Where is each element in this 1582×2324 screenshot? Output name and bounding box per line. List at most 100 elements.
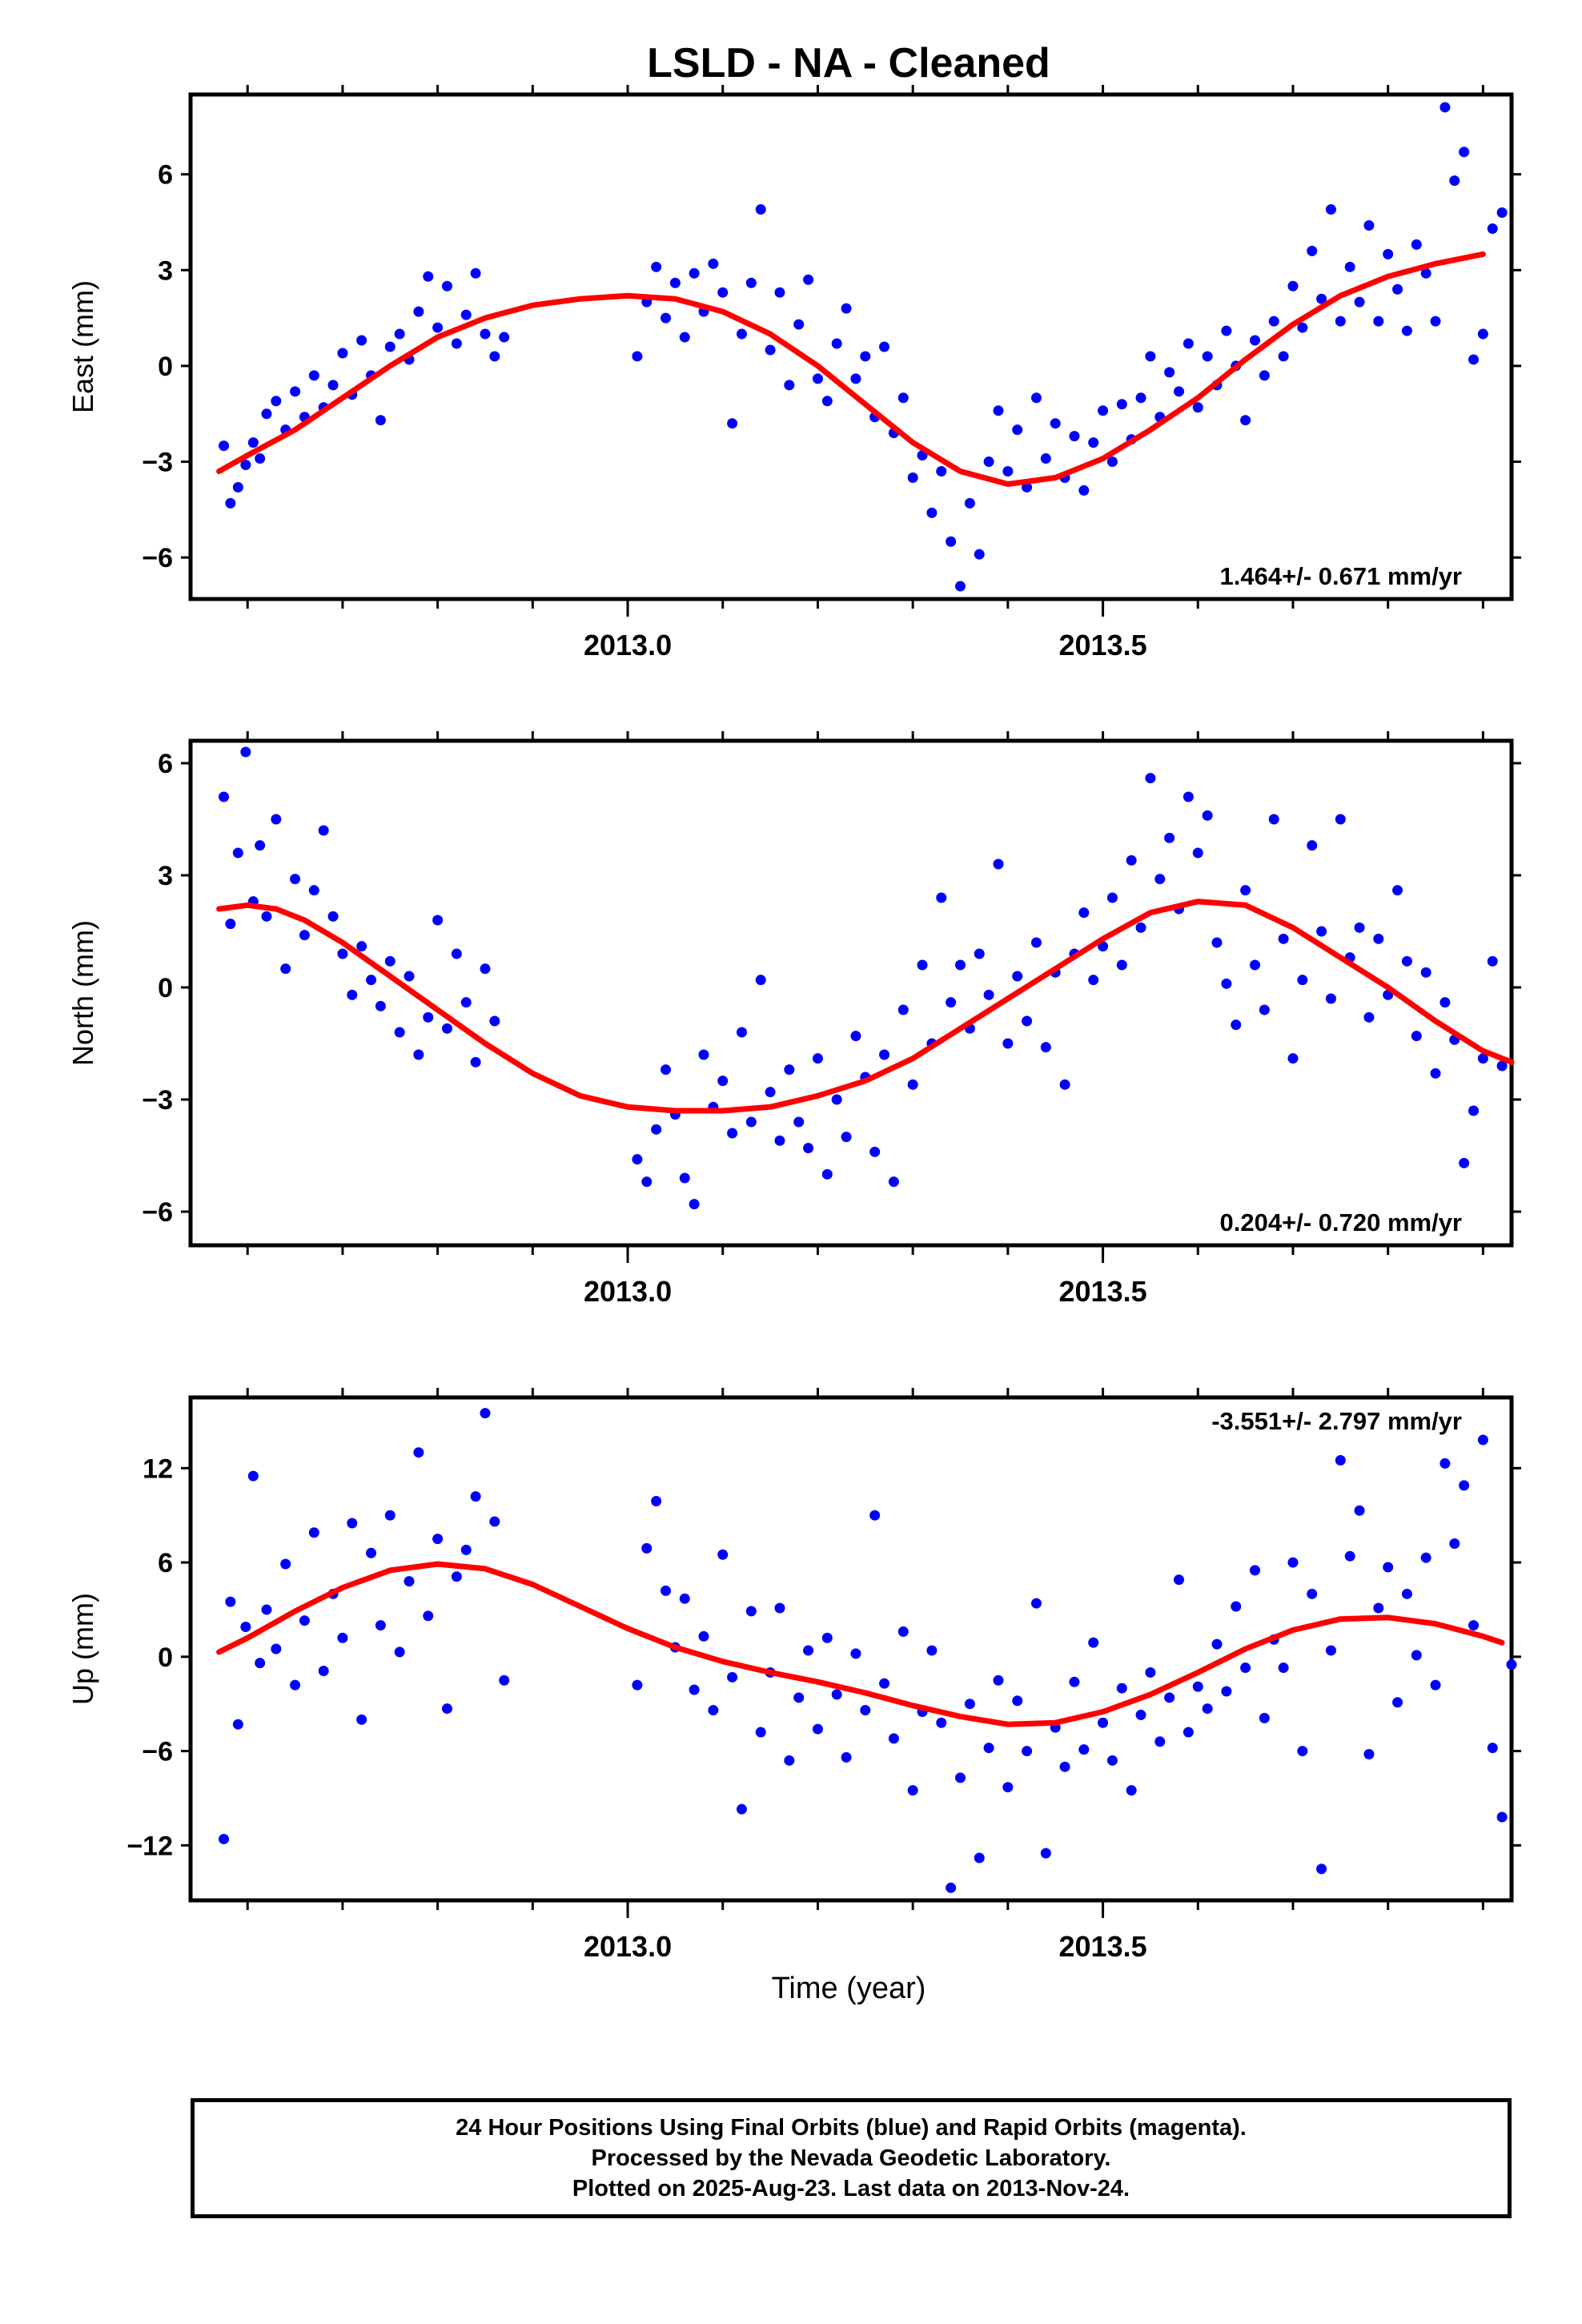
east-rate-label: 1.464+/- 0.671 mm/yr — [1220, 562, 1462, 590]
north-data-point — [1106, 892, 1118, 903]
east-data-point — [423, 271, 434, 282]
north-data-point — [1354, 922, 1365, 933]
north-data-point — [1496, 1060, 1508, 1072]
up-data-point — [1383, 1562, 1394, 1573]
up-data-point — [661, 1585, 672, 1596]
north-data-point — [946, 997, 957, 1008]
up-data-point — [651, 1496, 662, 1507]
north-data-point — [1192, 847, 1203, 858]
up-data-point — [423, 1610, 434, 1622]
east-data-point — [1106, 456, 1118, 468]
up-data-point — [1040, 1848, 1051, 1859]
east-data-point — [1430, 316, 1441, 327]
north-data-point — [480, 963, 491, 975]
north-data-point — [717, 1076, 729, 1087]
north-data-point — [1154, 874, 1166, 885]
up-data-point — [1401, 1588, 1412, 1599]
north-data-point — [366, 975, 377, 986]
east-data-point — [983, 456, 994, 468]
north-data-point — [812, 1053, 823, 1064]
up-data-point — [993, 1675, 1004, 1686]
east-data-point — [394, 328, 405, 340]
north-data-point — [755, 975, 766, 986]
up-data-point — [308, 1527, 319, 1538]
up-fit-curve — [216, 1561, 1505, 1727]
north-data-point — [290, 874, 301, 885]
north-data-point — [1297, 975, 1308, 986]
north-data-point — [727, 1128, 738, 1139]
north-y-tick-label: −3 — [142, 1085, 173, 1116]
up-y-tick-label: −6 — [142, 1737, 173, 1767]
north-data-point — [1088, 975, 1099, 986]
east-plot-frame — [188, 92, 1514, 601]
up-data-point — [470, 1491, 481, 1502]
up-data-point — [1030, 1598, 1042, 1609]
north-data-point — [1373, 933, 1384, 944]
east-data-point — [1468, 354, 1480, 365]
east-data-point — [727, 418, 738, 429]
north-data-point — [1022, 1015, 1033, 1027]
east-y-tick-label: −6 — [142, 543, 173, 573]
north-data-point — [632, 1154, 643, 1165]
east-data-point — [831, 338, 842, 349]
up-data-point — [879, 1678, 890, 1689]
north-data-point — [803, 1143, 814, 1154]
east-data-point — [974, 549, 985, 560]
north-data-point — [1287, 1053, 1299, 1064]
east-data-point — [1078, 485, 1090, 496]
up-data-point — [841, 1751, 852, 1763]
up-data-point — [1069, 1676, 1080, 1687]
up-rate-label: -3.551+/- 2.797 mm/yr — [1211, 1407, 1462, 1435]
north-data-point — [784, 1064, 795, 1076]
north-data-point — [1307, 840, 1318, 851]
east-data-point — [736, 328, 747, 340]
east-y-axis-label: East (mm) — [66, 280, 99, 413]
up-data-point — [1459, 1480, 1470, 1491]
up-data-point — [755, 1727, 766, 1738]
east-data-point — [1268, 316, 1279, 327]
north-data-point — [841, 1132, 852, 1143]
east-data-point — [1050, 418, 1061, 429]
east-data-point — [926, 507, 938, 518]
up-data-point — [831, 1689, 842, 1700]
east-data-point — [356, 335, 367, 346]
up-data-point — [897, 1626, 909, 1637]
north-data-point — [983, 989, 994, 1000]
east-data-point — [1439, 102, 1451, 113]
east-data-point — [821, 396, 833, 407]
east-data-point — [897, 392, 909, 404]
up-data-point — [1059, 1761, 1070, 1772]
east-data-point — [261, 408, 272, 420]
east-data-point — [755, 204, 766, 215]
up-data-point — [255, 1658, 266, 1669]
up-data-point — [1088, 1637, 1099, 1648]
north-data-point — [347, 989, 358, 1000]
north-data-point — [413, 1049, 424, 1060]
east-data-point — [1012, 424, 1023, 436]
east-data-point — [717, 287, 729, 298]
east-data-point — [337, 348, 348, 359]
north-data-point — [261, 911, 272, 922]
north-data-point — [850, 1031, 861, 1042]
up-data-point — [1211, 1638, 1223, 1650]
up-data-point — [1420, 1552, 1431, 1563]
up-data-point — [247, 1470, 259, 1482]
north-data-point — [1278, 933, 1289, 944]
east-data-point — [1449, 175, 1460, 187]
up-data-point — [1192, 1681, 1203, 1692]
up-data-point — [745, 1606, 757, 1617]
north-data-point — [765, 1087, 776, 1098]
north-y-tick-label: 0 — [158, 973, 173, 1003]
up-data-point — [679, 1593, 690, 1604]
up-data-point — [489, 1516, 500, 1527]
north-x-tick-label: 2013.0 — [584, 1275, 672, 1308]
east-data-point — [240, 460, 251, 471]
footer-line-3: Plotted on 2025-Aug-23. Last data on 201… — [572, 2176, 1130, 2201]
up-data-point — [1078, 1744, 1090, 1755]
up-data-point — [219, 1833, 230, 1844]
up-data-point — [1135, 1709, 1146, 1720]
north-data-point — [308, 885, 319, 896]
north-data-point — [375, 1000, 386, 1011]
north-data-point — [774, 1135, 785, 1146]
east-data-point — [470, 267, 481, 279]
